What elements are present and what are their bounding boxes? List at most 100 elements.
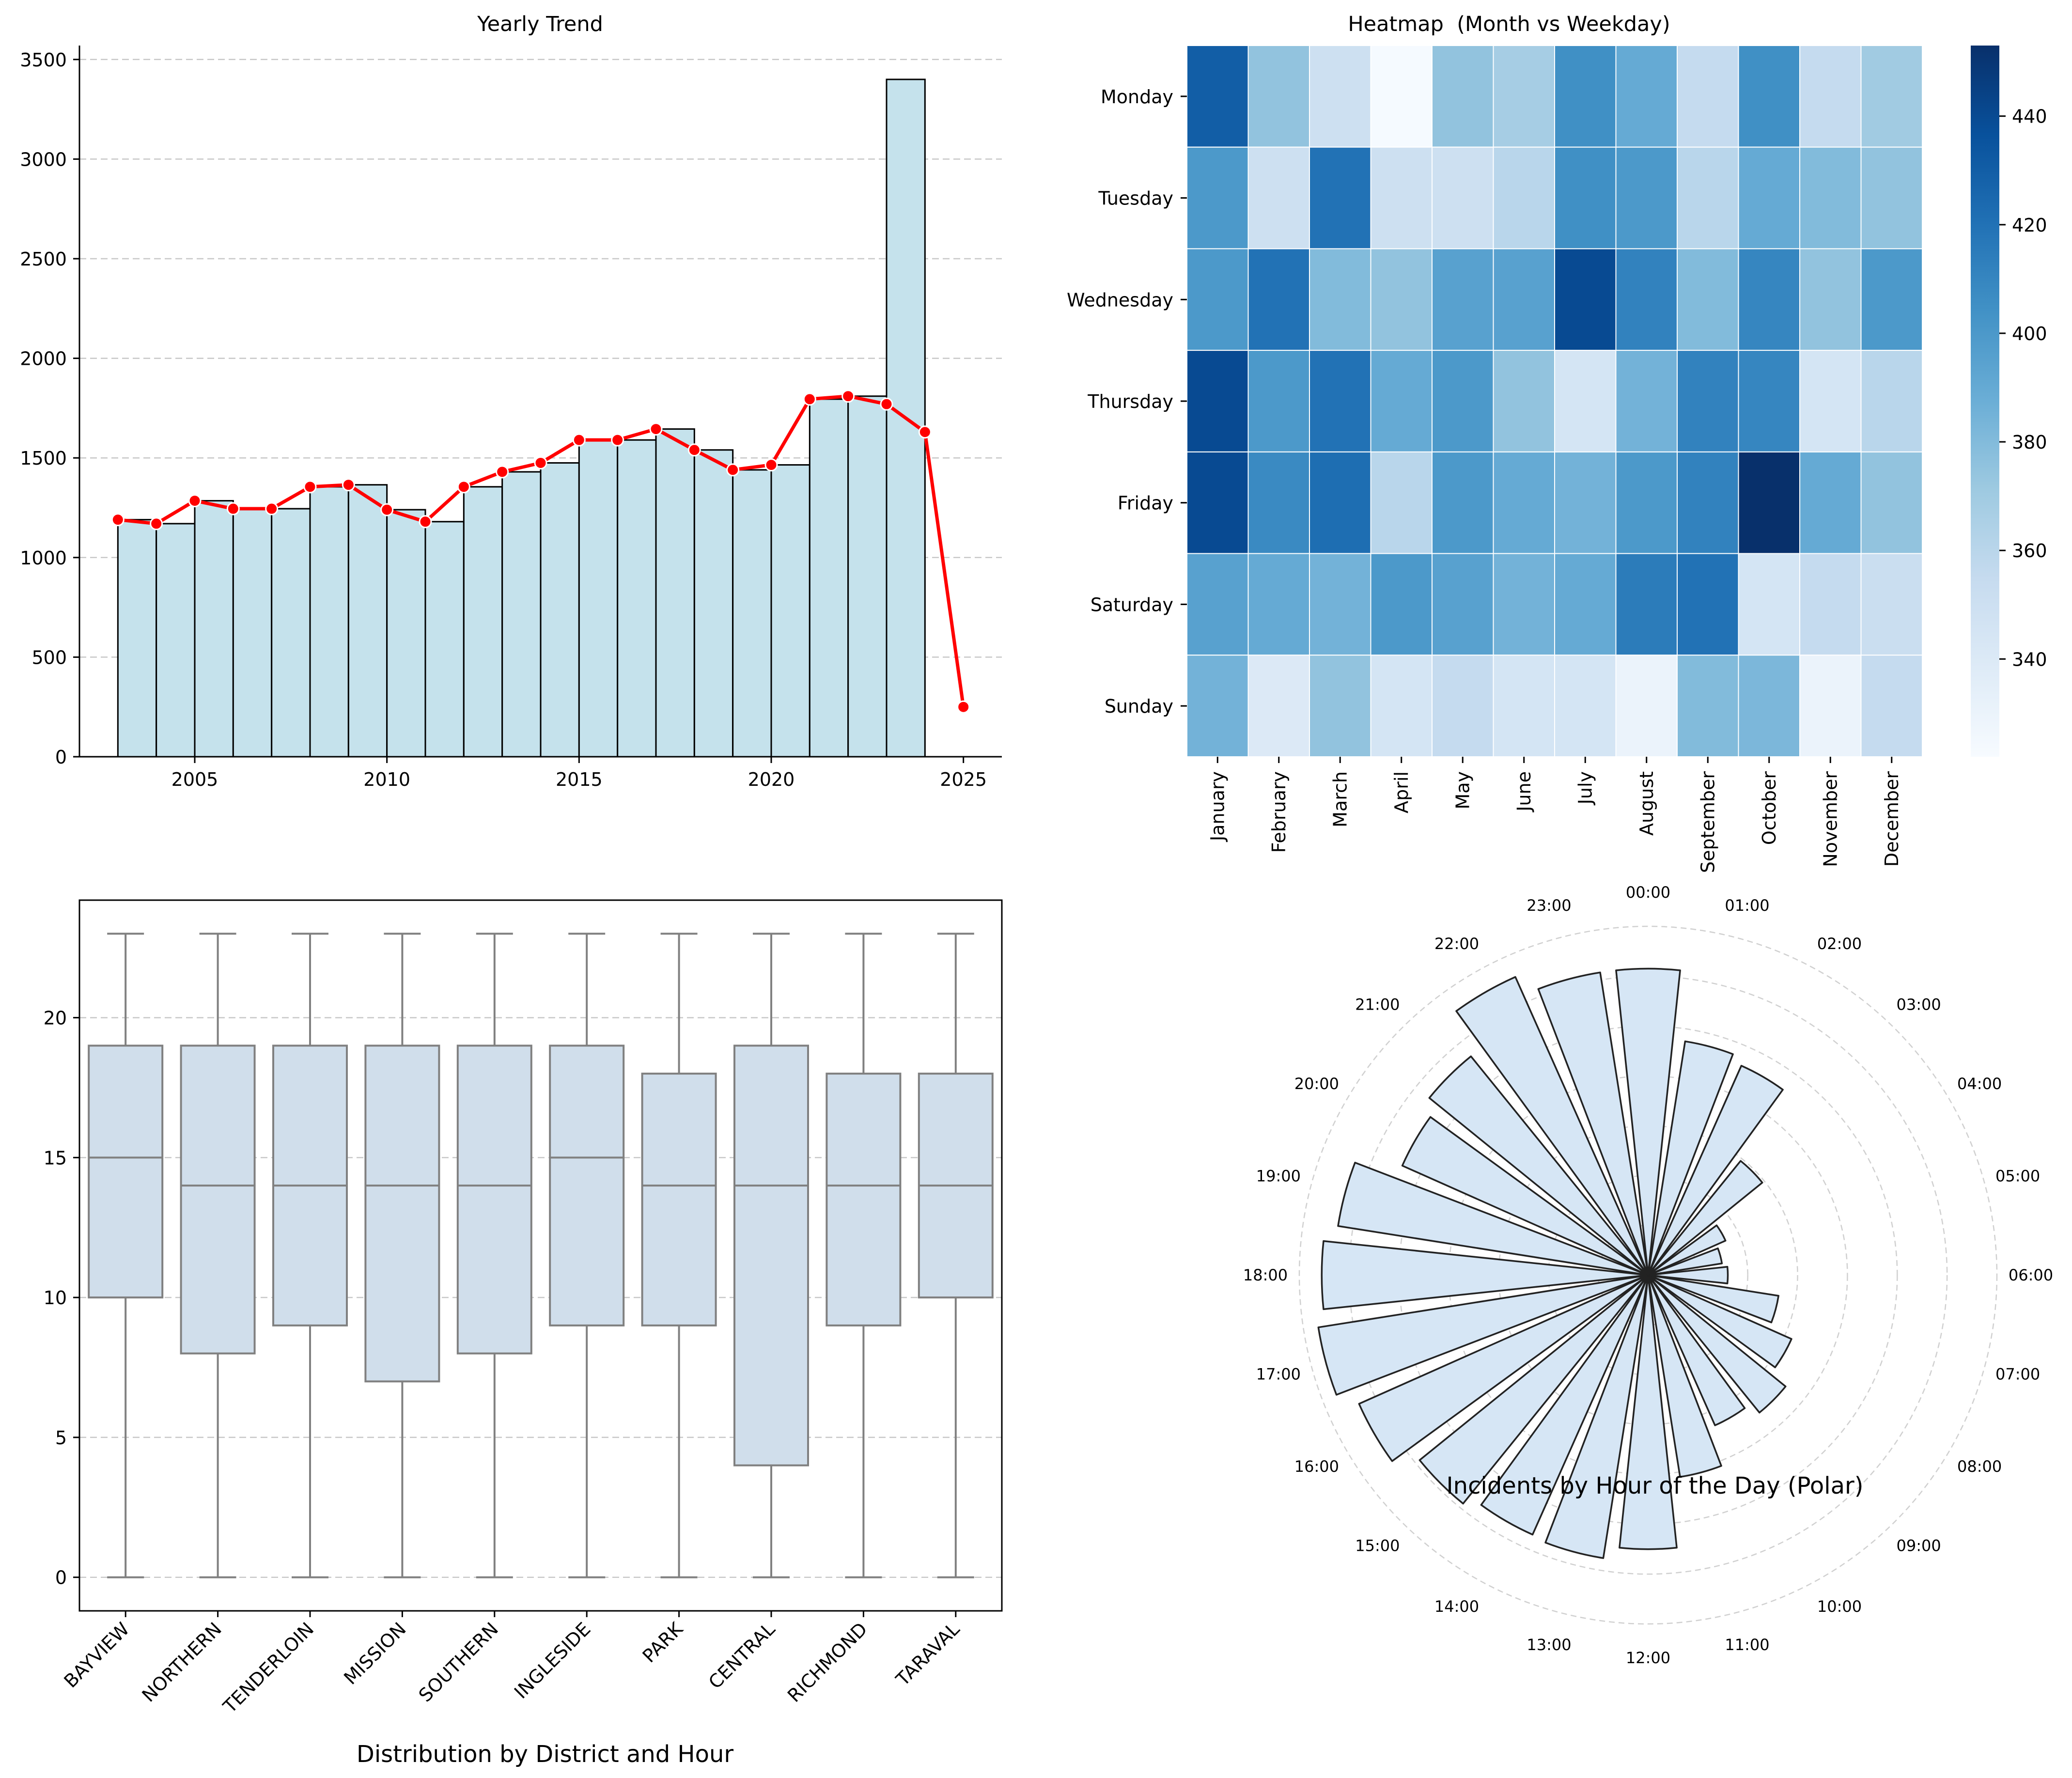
district-label: PARK (639, 1618, 687, 1667)
heatmap-cell (1799, 655, 1862, 758)
y-tick-label: 1000 (20, 547, 67, 569)
heatmap-cell (1493, 553, 1555, 656)
hour-label: 14:00 (1434, 1597, 1479, 1616)
hour-wedge (1647, 1274, 1792, 1369)
hour-label: 07:00 (1995, 1365, 2040, 1383)
trend-point (764, 458, 778, 472)
heatmap-cell (1186, 655, 1249, 758)
heatmap-cell (1186, 248, 1249, 351)
heatmap-cell (1247, 350, 1310, 452)
trend-point (611, 433, 624, 447)
heatmap-cell (1309, 350, 1371, 452)
heatmap-cell (1370, 451, 1433, 554)
heatmap-cell (1247, 553, 1310, 656)
month-label: March (1329, 771, 1351, 827)
month-label: June (1513, 771, 1535, 812)
polar-xlabel: Incidents by Hour of the Day (Polar) (1447, 1472, 1864, 1499)
heatmap-cell (1370, 248, 1433, 351)
heatmap-cell (1860, 248, 1923, 351)
heatmap-cell (1370, 45, 1433, 148)
heatmap-cell (1309, 248, 1371, 351)
y-tick-label: 0 (55, 1567, 67, 1589)
heatmap-cell (1799, 350, 1862, 452)
heatmap-cell (1738, 553, 1800, 656)
heatmap-cell (1493, 350, 1555, 452)
heatmap-cell (1554, 350, 1617, 452)
heatmap-cell (1309, 655, 1371, 758)
hour-label: 12:00 (1626, 1649, 1670, 1667)
heatmap-cell (1799, 45, 1862, 148)
heatmap-cell (1554, 451, 1617, 554)
trend-point (150, 517, 163, 530)
hour-wedge (1647, 1065, 1784, 1276)
hour-wedge (1537, 971, 1649, 1276)
heatmap-cell (1247, 451, 1310, 554)
trend-point (265, 502, 279, 515)
district-label: TENDERLOIN (219, 1618, 318, 1717)
district-label: RICHMOND (783, 1618, 872, 1706)
hour-label: 19:00 (1256, 1167, 1301, 1185)
histogram-bar (540, 462, 580, 758)
box (733, 1045, 809, 1466)
histogram-bar (424, 521, 465, 758)
y-tick-label: 10 (44, 1287, 67, 1309)
trend-point (380, 503, 394, 516)
trend-point (457, 480, 470, 494)
heatmap-cell (1432, 45, 1494, 148)
district-label: NORTHERN (138, 1618, 226, 1706)
month-label: December (1881, 771, 1902, 867)
y-tick-label: 15 (44, 1147, 67, 1169)
histogram-bar (347, 484, 388, 758)
heatmap-cell (1615, 451, 1678, 554)
heatmap-cell (1738, 146, 1800, 250)
heatmap-cell (1247, 248, 1310, 351)
histogram-bar (847, 395, 888, 758)
histogram-bar (386, 509, 426, 758)
histogram-bar (809, 398, 849, 758)
weekday-label: Friday (1118, 493, 1173, 514)
hour-label: 05:00 (1995, 1167, 2040, 1185)
trend-point (803, 392, 816, 406)
heatmap-cell (1799, 146, 1862, 250)
hour-wedge (1619, 1274, 1678, 1550)
heatmap-cell (1186, 451, 1249, 554)
heatmap-cell (1615, 655, 1678, 758)
box (88, 1045, 164, 1299)
heatmap-cell (1677, 451, 1739, 554)
hour-wedge (1401, 1116, 1649, 1276)
hour-label: 03:00 (1897, 995, 1941, 1014)
heatmap-cell (1677, 248, 1739, 351)
month-label: February (1268, 771, 1290, 853)
hour-label: 20:00 (1294, 1075, 1339, 1093)
trend-point (188, 494, 202, 508)
weekday-label: Wednesday (1067, 289, 1173, 311)
hour-wedge (1480, 1274, 1649, 1536)
heatmap-cell (1554, 553, 1617, 656)
heatmap-cell (1738, 350, 1800, 452)
heatmap-chart: Heatmap (Month vs Weekday) Monday Tuesday… (1067, 12, 2047, 873)
heatmap-cell (1738, 655, 1800, 758)
heatmap-cell (1554, 45, 1617, 148)
heatmap-cell (1247, 146, 1310, 250)
hour-wedge (1647, 1040, 1734, 1276)
trend-point (303, 480, 317, 494)
trend-point (726, 463, 740, 477)
month-label: July (1574, 771, 1596, 805)
trend-point (918, 425, 932, 439)
hour-wedge (1647, 1160, 1763, 1276)
heatmap-cell (1432, 553, 1494, 656)
box (641, 1073, 717, 1326)
heatmap-cell (1247, 655, 1310, 758)
heatmap-cell (1860, 553, 1923, 656)
district-label: MISSION (340, 1618, 410, 1689)
histogram-bar (655, 428, 695, 758)
heatmap-cell (1615, 350, 1678, 452)
boxplot-xlabel: Distribution by District and Hour (357, 1741, 734, 1768)
heatmap-cell (1615, 553, 1678, 656)
hour-wedge (1418, 1274, 1649, 1505)
heatmap-cell (1186, 45, 1249, 148)
heatmap-cell (1493, 451, 1555, 554)
heatmap-cell (1738, 451, 1800, 554)
weekday-label: Sunday (1105, 696, 1173, 717)
